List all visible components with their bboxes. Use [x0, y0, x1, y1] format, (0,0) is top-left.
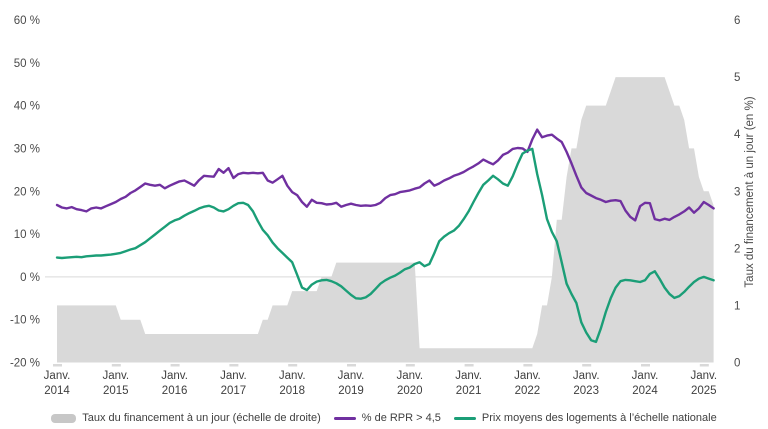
x-axis-year-label: 2021	[456, 385, 482, 397]
x-axis-tick-mark	[464, 364, 474, 367]
x-axis-year-label: 2019	[338, 385, 364, 397]
right-axis-tick-label: 3	[734, 186, 740, 198]
x-axis-month-label: Janv.	[455, 370, 482, 382]
x-axis-tick-mark	[111, 364, 121, 367]
x-axis-year-label: 2020	[397, 385, 423, 397]
x-axis-month-label: Janv.	[220, 370, 247, 382]
legend-label-home-prices: Prix moyens des logements à l’échelle na…	[481, 412, 717, 424]
x-axis-tick-mark	[229, 364, 239, 367]
x-axis-year-label: 2018	[279, 385, 305, 397]
legend-label-overnight-rate: Taux du financement à un jour (échelle d…	[82, 412, 321, 424]
x-axis-tick-mark	[170, 364, 180, 367]
right-axis-tick-label: 2	[734, 243, 740, 255]
legend: Taux du financement à un jour (échelle d…	[0, 412, 768, 424]
teal-line-swatch-icon	[453, 416, 476, 420]
legend-item-overnight-rate: Taux du financement à un jour (échelle d…	[51, 412, 321, 424]
chart-canvas: 60 % 50 % 40 % 30 % 20 % 10 % 0 % -10 % -20 % 6 5…	[10, 15, 756, 397]
left-axis-tick-label: 10 %	[14, 229, 40, 241]
rpr-line	[55, 128, 715, 222]
x-axis-tick-mark	[405, 364, 415, 367]
legend-item-home-prices: Prix moyens des logements à l’échelle na…	[453, 412, 717, 424]
left-axis-tick-label: -10 %	[10, 315, 40, 327]
right-axis-tick-label: 6	[734, 15, 740, 27]
x-axis-year-label: 2014	[44, 385, 70, 397]
x-axis-year-label: 2023	[573, 385, 599, 397]
left-axis-ticks: 60 % 50 % 40 % 30 % 20 % 10 % 0 % -10 % -20 %	[10, 15, 40, 370]
left-axis-tick-label: 30 %	[14, 143, 40, 155]
x-axis-tick-mark	[641, 364, 650, 367]
series-line-layer	[55, 128, 715, 344]
left-axis-tick-label: 20 %	[14, 186, 40, 198]
x-axis-ticks: Janv. 2014 Janv. 2015 Janv. 2016 Janv. 2017 Janv…	[44, 364, 717, 397]
x-axis-month-label: Janv.	[44, 370, 71, 382]
left-axis-tick-label: -20 %	[10, 358, 40, 370]
right-axis-tick-label: 1	[734, 300, 740, 312]
x-axis-year-label: 2015	[103, 385, 129, 397]
right-axis-tick-label: 0	[734, 358, 740, 370]
left-axis-tick-label: 0 %	[20, 272, 40, 284]
x-axis-year-label: 2016	[162, 385, 188, 397]
area-swatch-icon	[51, 413, 77, 423]
x-axis-year-label: 2017	[221, 385, 247, 397]
left-axis-tick-label: 50 %	[14, 58, 40, 70]
legend-label-rpr: % de RPR > 4,5	[361, 412, 441, 424]
x-axis-tick-mark	[347, 364, 356, 367]
x-axis-tick-mark	[582, 364, 592, 367]
right-axis-tick-label: 4	[734, 129, 741, 141]
x-axis-tick-mark	[699, 364, 709, 367]
overnight-rate-area-layer	[57, 77, 714, 363]
x-axis-month-label: Janv.	[161, 370, 188, 382]
overnight-rate-area	[57, 77, 714, 363]
x-axis-tick-mark	[53, 364, 62, 367]
left-axis-tick-label: 60 %	[14, 15, 40, 27]
right-axis-tick-label: 5	[734, 72, 740, 84]
x-axis-year-label: 2025	[691, 385, 717, 397]
x-axis-month-label: Janv.	[279, 370, 306, 382]
x-axis-month-label: Janv.	[338, 370, 365, 382]
home-prices-line	[55, 147, 715, 344]
x-axis-tick-mark	[523, 364, 533, 367]
x-axis-month-label: Janv.	[514, 370, 541, 382]
x-axis-year-label: 2022	[515, 385, 541, 397]
x-axis-month-label: Janv.	[690, 370, 717, 382]
purple-line-swatch-icon	[333, 416, 356, 420]
right-axis-ticks: 6 5 4 3 2 1 0	[734, 15, 741, 370]
x-axis-month-label: Janv.	[102, 370, 129, 382]
x-axis-tick-mark	[288, 364, 298, 367]
right-axis-title: Taux du financement à un jour (en %)	[744, 96, 756, 287]
x-axis-month-label: Janv.	[632, 370, 659, 382]
x-axis-month-label: Janv.	[573, 370, 600, 382]
left-axis-tick-label: 40 %	[14, 101, 40, 113]
x-axis-month-label: Janv.	[396, 370, 423, 382]
legend-item-rpr: % de RPR > 4,5	[333, 412, 441, 424]
x-axis-year-label: 2024	[632, 385, 658, 397]
